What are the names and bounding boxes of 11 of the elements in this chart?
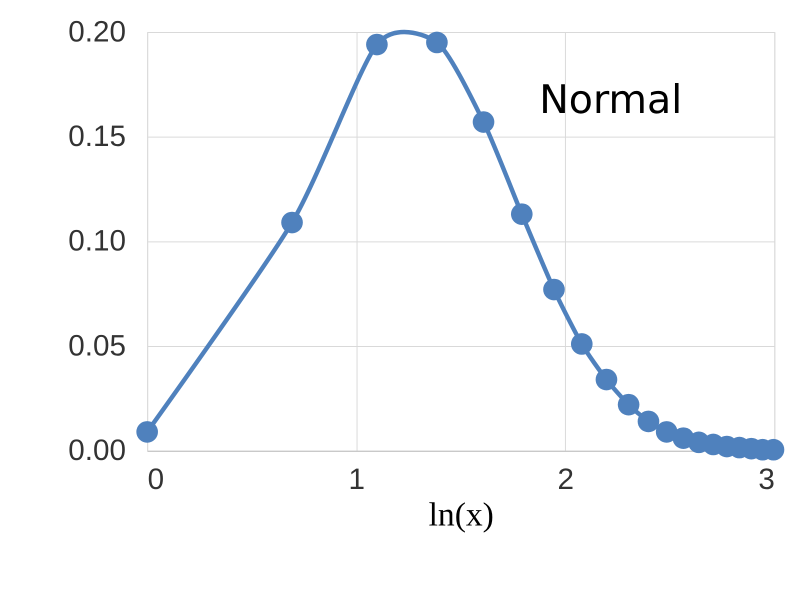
y-tick-label: 0.15 [68, 120, 126, 154]
x-axis-title: ln(x) [428, 496, 494, 534]
y-tick-label: 0.00 [68, 434, 126, 468]
x-tick-label: 1 [348, 462, 365, 496]
x-tick-label: 0 [148, 462, 164, 496]
y-tick-label: 0.10 [68, 224, 126, 258]
x-tick-label: 2 [558, 462, 574, 496]
y-tick-label: 0.20 [68, 15, 126, 48]
y-tick-label: 0.05 [68, 329, 126, 362]
annotation: Normal [539, 76, 682, 123]
x-tick-label: 3 [758, 462, 775, 496]
